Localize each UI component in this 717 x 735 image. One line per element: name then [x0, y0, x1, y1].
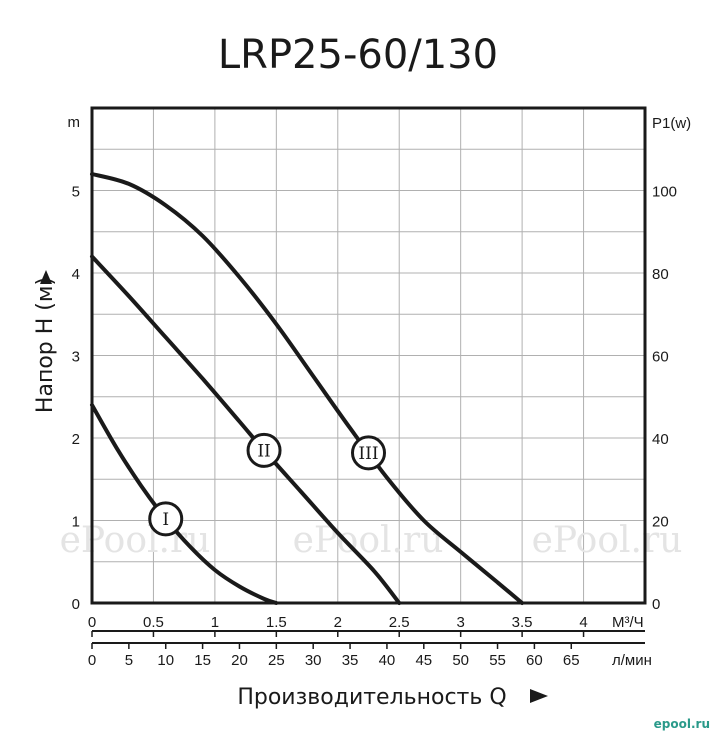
curve-badge-III [351, 435, 386, 471]
watermark-text: ePool.ru [293, 520, 444, 561]
y-tick-label: 0 [72, 596, 80, 613]
x-tick-label-m3h: 2.5 [389, 614, 410, 631]
x-tick-label-lmin: 55 [489, 652, 506, 669]
x-tick-label-lmin: 50 [452, 652, 469, 669]
grid [92, 108, 645, 603]
curve-label-I: I [162, 510, 169, 530]
curve-label-III: III [358, 444, 378, 464]
chart-title: LRP25-60/130 [218, 32, 498, 78]
x-axis-title: Производительность Q [237, 685, 506, 710]
x-tick-label-lmin: 30 [305, 652, 322, 669]
right-tick-label: 40 [652, 431, 669, 448]
right-tick-label: 0 [652, 596, 660, 613]
corner-logo: epool.ru [654, 717, 710, 731]
right-tick-label: 20 [652, 514, 669, 531]
curve-II [90, 254, 402, 605]
y-tick-label: 4 [72, 266, 80, 283]
x-tick-label-m3h: 2 [334, 614, 342, 631]
x-tick-label-lmin: 45 [415, 652, 432, 669]
curve-badge-I [148, 501, 184, 537]
right-tick-label: 80 [652, 266, 669, 283]
watermark-text: ePool.ru [532, 520, 683, 561]
y-tick-label: 2 [72, 431, 80, 448]
x-tick-label-lmin: 60 [526, 652, 543, 669]
right-axis-unit-label: P1(w) [652, 115, 691, 132]
axes [90, 106, 647, 644]
x-tick-label-lmin: 15 [194, 652, 211, 669]
y-tick-label: 5 [72, 184, 80, 201]
x-tick-label-m3h: 1.5 [266, 614, 287, 631]
curve-badge-II [246, 432, 282, 468]
y-axis-title: Напор H (м) [33, 277, 58, 413]
x-tick-label-lmin: 5 [125, 652, 133, 669]
curves: III III [90, 172, 525, 605]
curve-I [90, 403, 279, 605]
curve-III [90, 172, 525, 605]
y-tick-label: 3 [72, 349, 80, 366]
plot-frame [90, 106, 647, 605]
y-axis-unit-label: m [68, 114, 81, 131]
y-axis-arrow-icon [40, 270, 52, 284]
x-tick-label-m3h: 0.5 [143, 614, 164, 631]
x-tick-label-m3h: 1 [211, 614, 219, 631]
x-axis-arrow-icon [530, 689, 548, 703]
right-tick-label: 60 [652, 349, 669, 366]
x-tick-label-lmin: 10 [157, 652, 174, 669]
right-tick-label: 100 [652, 184, 677, 201]
watermark-text: ePool.ru [60, 520, 211, 561]
y-tick-label: 1 [72, 514, 80, 531]
x-tick-label-lmin: 0 [88, 652, 96, 669]
x-tick-label-lmin: 25 [268, 652, 285, 669]
x-tick-label-m3h: 3.5 [512, 614, 533, 631]
x-tick-label-m3h: 0 [88, 614, 96, 631]
x-tick-label-lmin: 20 [231, 652, 248, 669]
x-tick-label-m3h: 3 [456, 614, 464, 631]
x-tick-label-lmin: 40 [379, 652, 396, 669]
x-axis-unit-lmin: л/мин [612, 652, 652, 669]
x-tick-label-m3h: 4 [579, 614, 587, 631]
x-axis-unit-m3h: М³/Ч [612, 614, 644, 631]
x-tick-label-lmin: 35 [342, 652, 359, 669]
curve-label-II: II [257, 441, 270, 461]
x-tick-label-lmin: 65 [563, 652, 580, 669]
